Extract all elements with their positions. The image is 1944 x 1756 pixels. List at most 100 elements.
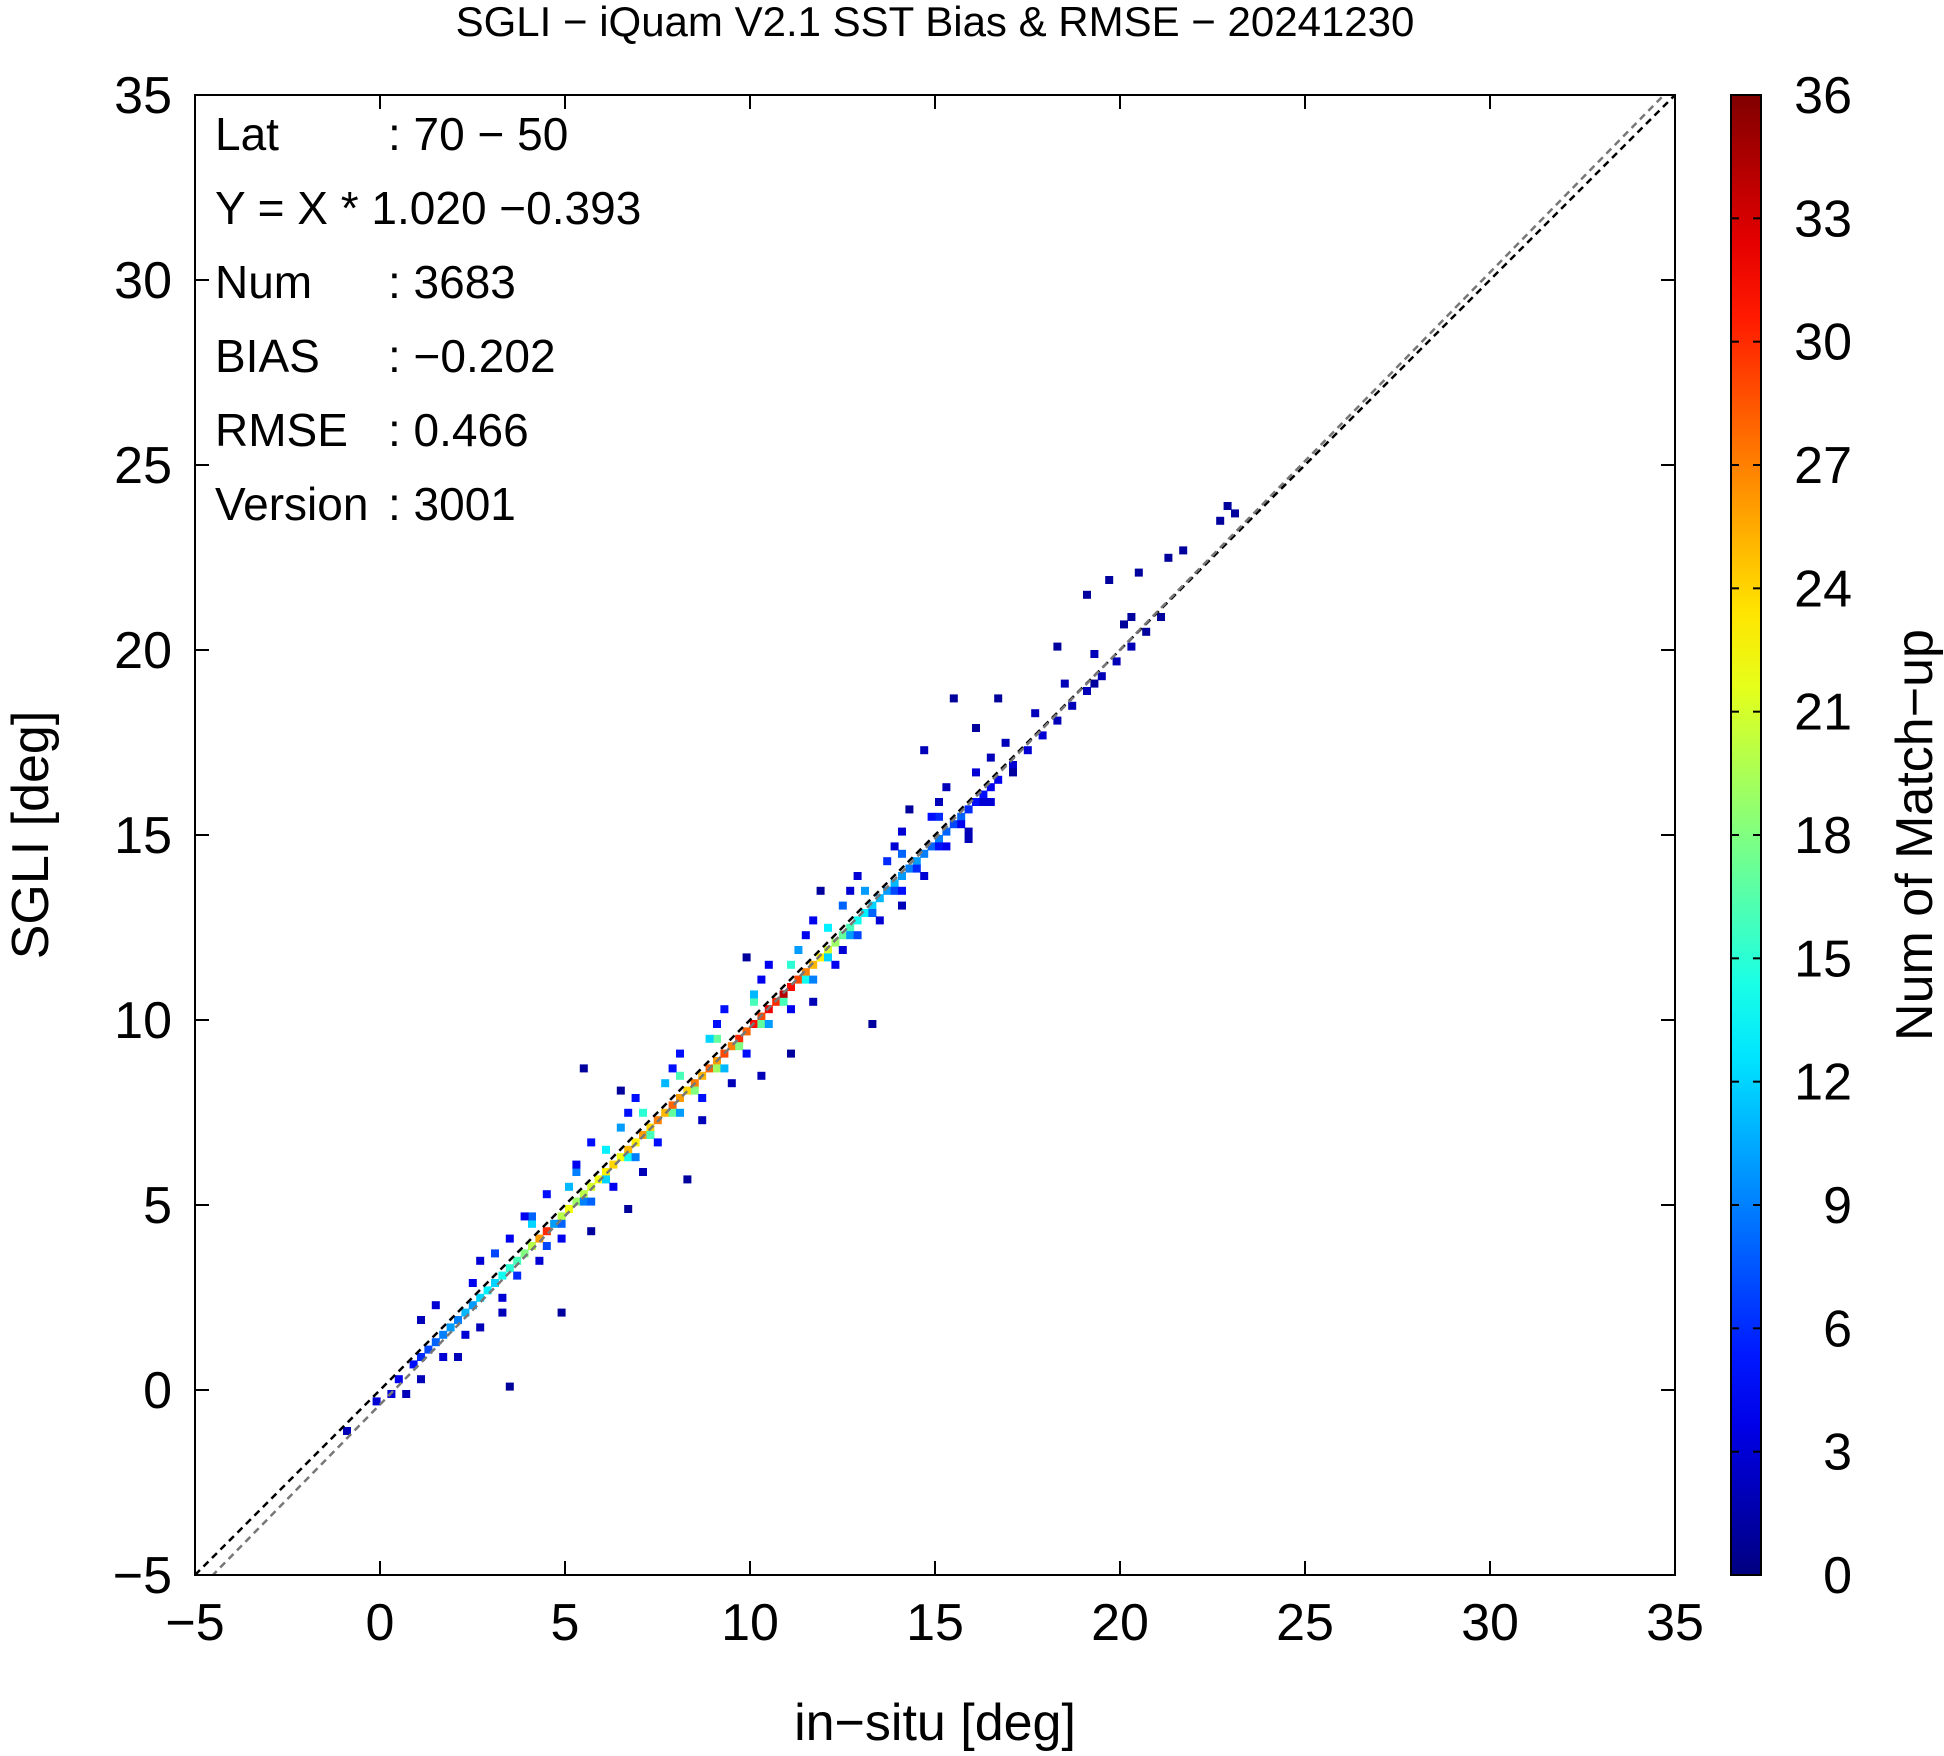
colorbar-label: Num of Match−up: [1886, 629, 1944, 1041]
density-bin: [1083, 687, 1091, 695]
y-tick-label: −5: [113, 1547, 172, 1605]
density-bin: [979, 798, 988, 806]
density-bin: [964, 835, 973, 843]
y-tick-label: 5: [143, 1177, 172, 1235]
density-bin: [454, 1316, 462, 1324]
y-tick-label: 25: [114, 437, 172, 495]
colorbar-tick-label: 36: [1794, 67, 1852, 125]
density-bin: [1053, 716, 1062, 725]
colorbar-tick-label: 24: [1794, 560, 1852, 618]
density-bin: [476, 1293, 485, 1302]
density-bin: [602, 1145, 610, 1154]
density-bin: [742, 1049, 751, 1058]
density-bin: [949, 694, 958, 703]
density-bin: [838, 946, 847, 954]
density-bin: [972, 768, 980, 777]
density-bin: [528, 1219, 536, 1228]
density-bin: [838, 901, 847, 910]
density-bin: [727, 1079, 736, 1088]
colorbar-tick-label: 18: [1794, 807, 1852, 865]
density-bin: [801, 931, 810, 940]
density-bin: [942, 842, 951, 851]
density-bin: [861, 886, 869, 895]
density-bin: [454, 1353, 462, 1361]
density-bin: [742, 953, 751, 962]
density-bin: [757, 1020, 766, 1028]
density-bin: [942, 827, 951, 836]
density-bin: [853, 872, 862, 880]
density-bin: [683, 1175, 692, 1184]
density-bin: [853, 931, 862, 940]
density-bin: [779, 990, 788, 999]
density-bin: [898, 849, 906, 858]
density-bin: [898, 827, 906, 836]
density-bin: [764, 1020, 773, 1028]
density-bin: [565, 1205, 573, 1213]
stat-value: : 70 − 50: [388, 108, 568, 160]
density-bin: [639, 1168, 647, 1176]
colorbar-tick-label: 6: [1823, 1300, 1852, 1358]
density-bin: [764, 960, 773, 969]
density-bin: [846, 923, 855, 932]
density-bin: [1023, 746, 1032, 755]
density-bin: [809, 960, 818, 969]
density-bin: [587, 1197, 596, 1206]
x-axis: −5 0 5 10 15 20 25 30 35: [165, 95, 1704, 1652]
density-bin: [557, 1219, 566, 1228]
density-bin: [927, 812, 936, 821]
density-bin: [750, 997, 758, 1006]
x-tick-label: 25: [1276, 1594, 1334, 1652]
stat-label: Num: [215, 256, 312, 308]
density-bin: [1068, 701, 1077, 710]
density-bin: [846, 931, 855, 940]
density-bin: [439, 1353, 448, 1361]
density-bin: [868, 1020, 877, 1028]
density-bin: [417, 1375, 425, 1384]
density-bin: [757, 1071, 766, 1080]
stat-value: : 0.466: [388, 404, 529, 456]
density-bin: [1127, 613, 1136, 621]
density-bin: [972, 798, 980, 806]
density-bin: [676, 1071, 684, 1080]
density-bin: [883, 886, 892, 895]
x-axis-label: in−situ [deg]: [794, 1694, 1076, 1752]
density-bin: [631, 1094, 640, 1102]
density-bin: [920, 746, 929, 755]
density-bin: [979, 790, 988, 799]
density-bin: [542, 1190, 551, 1199]
density-bin: [935, 835, 943, 843]
density-bin: [505, 1234, 514, 1243]
density-bin: [476, 1256, 485, 1265]
density-bin: [735, 1042, 744, 1051]
density-bin: [1083, 590, 1091, 599]
colorbar-tick-label: 21: [1794, 684, 1852, 742]
density-bin: [1134, 568, 1143, 577]
y-tick-label: 10: [114, 992, 172, 1050]
density-bin: [1097, 672, 1106, 681]
density-bin: [1090, 650, 1099, 658]
density-bin: [491, 1279, 499, 1287]
density-bin: [683, 1086, 692, 1095]
density-bin: [801, 968, 810, 977]
density-bin: [565, 1182, 573, 1191]
density-bin: [735, 1034, 744, 1043]
y-tick-label: 20: [114, 622, 172, 680]
density-bin: [957, 812, 966, 821]
density-bin: [616, 1086, 625, 1095]
density-bin: [742, 1027, 751, 1036]
x-tick-label: 35: [1646, 1594, 1704, 1652]
density-bin: [513, 1271, 522, 1280]
density-bin: [572, 1197, 581, 1206]
density-bin: [890, 886, 899, 895]
density-bin: [572, 1168, 581, 1176]
density-bin: [801, 975, 810, 984]
colorbar-tick-label: 27: [1794, 437, 1852, 495]
density-bin: [668, 1101, 677, 1110]
density-bin: [794, 975, 803, 984]
density-bin: [779, 997, 788, 1006]
density-bin: [920, 849, 929, 858]
density-bin: [616, 1153, 625, 1162]
density-bin: [720, 1049, 729, 1058]
density-bin: [579, 1190, 588, 1199]
